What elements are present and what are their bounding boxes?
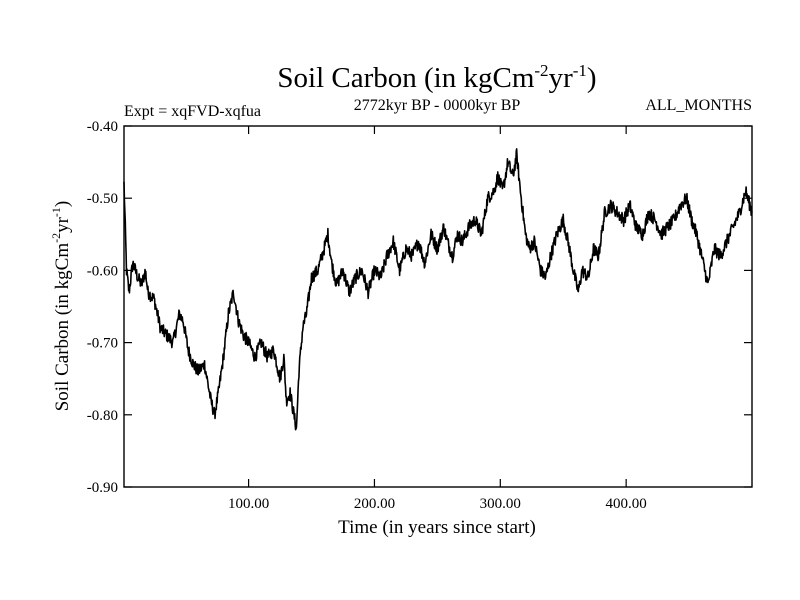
y-axis-ticks: -0.40 -0.50 -0.60 -0.70 -0.80 -0.90 xyxy=(87,119,752,496)
y-tick-label: -0.70 xyxy=(87,336,118,352)
y-tick-label: -0.60 xyxy=(87,263,118,279)
subtitle-right: ALL_MONTHS xyxy=(645,97,752,114)
subtitle-center: 2772kyr BP - 0000kyr BP xyxy=(354,97,521,114)
x-tick-label: 400.00 xyxy=(606,496,647,512)
subtitle-left: Expt = xqFVD-xqfua xyxy=(124,103,261,120)
x-axis-label: Time (in years since start) xyxy=(338,517,536,538)
y-tick-label: -0.50 xyxy=(87,191,118,207)
plot-frame xyxy=(123,125,753,488)
chart-title: Soil Carbon (in kgCm-2yr-1) xyxy=(277,61,596,94)
x-tick-label: 300.00 xyxy=(480,496,521,512)
x-tick-label: 100.00 xyxy=(228,496,269,512)
y-tick-label: -0.40 xyxy=(87,119,118,135)
series-line-soil-carbon xyxy=(123,148,753,431)
y-axis-label: Soil Carbon (in kgCm-2yr-1) xyxy=(49,201,73,412)
plot-area xyxy=(123,148,753,431)
y-tick-label: -0.90 xyxy=(87,480,118,496)
x-tick-label: 200.00 xyxy=(354,496,395,512)
x-axis-ticks: 100.00 200.00 300.00 400.00 xyxy=(228,126,647,512)
y-tick-label: -0.80 xyxy=(87,408,118,424)
